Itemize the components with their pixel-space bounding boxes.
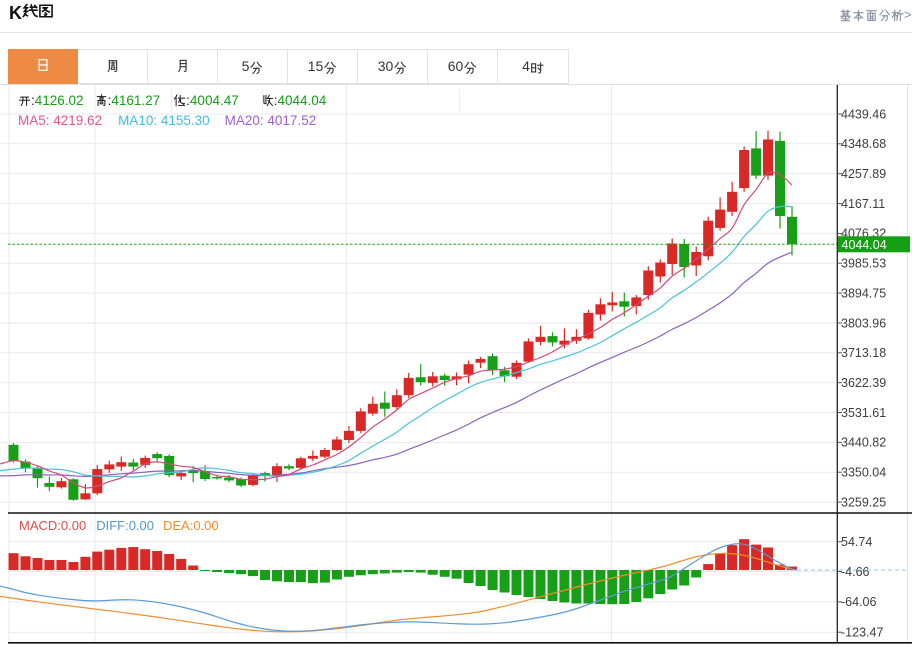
svg-text:4167.11: 4167.11 <box>841 197 885 211</box>
svg-text:3622.39: 3622.39 <box>841 376 886 390</box>
svg-text:3894.75: 3894.75 <box>841 286 886 300</box>
svg-text:3259.25: 3259.25 <box>841 495 886 509</box>
svg-text:3803.96: 3803.96 <box>841 316 886 330</box>
svg-text:3531.61: 3531.61 <box>841 406 886 420</box>
svg-text:4257.89: 4257.89 <box>841 167 886 181</box>
svg-text:-64.06: -64.06 <box>841 595 876 609</box>
svg-text:-4.66: -4.66 <box>841 565 870 579</box>
svg-text:3985.53: 3985.53 <box>841 257 886 271</box>
svg-text:4044.04: 4044.04 <box>842 238 887 252</box>
svg-text:-123.47: -123.47 <box>841 626 883 640</box>
svg-text:3713.18: 3713.18 <box>841 346 886 360</box>
svg-text:3350.04: 3350.04 <box>841 466 886 480</box>
svg-text:54.74: 54.74 <box>841 535 872 549</box>
svg-text:4348.68: 4348.68 <box>841 137 886 151</box>
svg-text:4439.46: 4439.46 <box>841 107 886 121</box>
svg-text:3440.82: 3440.82 <box>841 436 886 450</box>
